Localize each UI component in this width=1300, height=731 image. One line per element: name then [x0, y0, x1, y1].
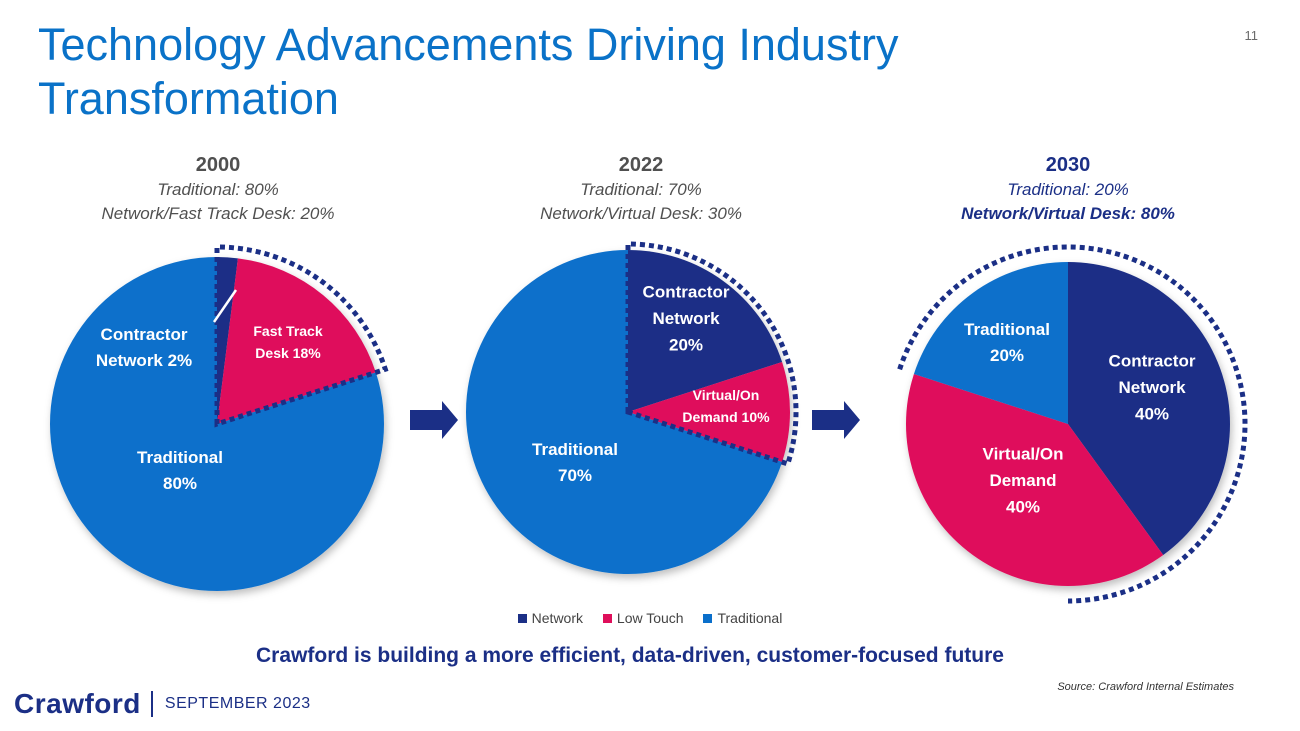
progression-arrow-icon — [410, 401, 458, 439]
column-header-2000: 2000 Traditional: 80% Network/Fast Track… — [38, 152, 398, 226]
slice-label-line: Contractor — [643, 283, 730, 302]
slice-label-contractor-network: Contractor Network 2% — [96, 325, 192, 370]
legend-label: Network — [531, 610, 584, 626]
slice-label-line: 20% — [669, 335, 703, 354]
network-share: Network/Virtual Desk: 30% — [540, 204, 742, 223]
slice-label-traditional: Traditional 70% — [532, 440, 618, 485]
slice-label-line: Network — [1118, 378, 1186, 397]
highlight-dotted-outline — [214, 244, 389, 428]
slice-label-line: Demand — [989, 471, 1056, 490]
source-note: Source: Crawford Internal Estimates — [1057, 681, 1234, 693]
slice-label-virtual-on-demand: Virtual/On Demand 10% — [682, 387, 770, 425]
tagline: Crawford is building a more efficient, d… — [256, 644, 1004, 667]
pie-chart-2030: Contractor Network 40% Virtual/On Demand 40% T… — [897, 244, 1248, 604]
slice-label-line: 70% — [558, 466, 592, 485]
slice-label-line: Traditional — [964, 320, 1050, 339]
slice-label-line: Contractor — [101, 325, 188, 344]
pie-slice-contractor-network — [628, 250, 783, 412]
slice-label-line: 40% — [1135, 404, 1169, 423]
pie-slice-traditional — [913, 262, 1068, 424]
slice-label-line: Network — [652, 309, 720, 328]
slice-label-line: Demand 10% — [682, 409, 770, 425]
pie-chart-2000: Contractor Network 2% Fast Track Desk 18% Tr… — [49, 244, 389, 591]
slice-label-contractor-network: Contractor Network 40% — [1109, 352, 1196, 424]
traditional-share: Traditional: 20% — [1007, 180, 1129, 199]
pie-slice-virtual-on-demand — [906, 373, 1164, 586]
legend-swatch — [517, 613, 527, 623]
slice-label-line: 80% — [163, 474, 197, 493]
legend-item-low-touch: Low Touch — [602, 610, 684, 626]
slice-label-line: 20% — [990, 346, 1024, 365]
traditional-share: Traditional: 70% — [580, 180, 702, 199]
leader-line — [212, 289, 238, 323]
pie-slice-contractor-network — [217, 257, 238, 424]
highlight-dotted-outline — [625, 241, 799, 468]
pie-slice-fast-track-desk — [217, 258, 376, 424]
slice-label-traditional: Traditional 20% — [964, 320, 1050, 365]
year-label: 2022 — [618, 154, 664, 176]
slice-label-line: Virtual/On — [983, 445, 1064, 464]
pie-slices — [466, 250, 791, 574]
traditional-share: Traditional: 80% — [157, 180, 279, 199]
legend-item-network: Network — [517, 610, 584, 626]
year-label: 2030 — [1045, 154, 1091, 176]
pie-chart-2022: Contractor Network 20% Virtual/On Demand 10%… — [466, 241, 799, 574]
network-share: Network/Virtual Desk: 80% — [961, 204, 1175, 223]
slice-label-line: 40% — [1006, 497, 1040, 516]
chart-legend: Network Low Touch Traditional — [0, 610, 1300, 626]
footer: Crawford SEPTEMBER 2023 — [14, 686, 311, 722]
slice-label-line: Traditional — [532, 440, 618, 459]
legend-label: Low Touch — [616, 610, 684, 626]
slice-label-virtual-on-demand: Virtual/On Demand 40% — [983, 445, 1064, 517]
slice-label-line: Fast Track — [253, 323, 322, 339]
column-header-2022: 2022 Traditional: 70% Network/Virtual De… — [461, 152, 821, 226]
slice-label-line: Traditional — [137, 448, 223, 467]
slice-label-line: Desk 18% — [255, 345, 321, 361]
slice-label-traditional: Traditional 80% — [137, 448, 223, 493]
pie-slices — [906, 262, 1230, 586]
legend-label: Traditional — [717, 610, 783, 626]
highlight-dotted-outline — [897, 244, 1248, 604]
legend-swatch — [602, 613, 612, 623]
page-title: Technology Advancements Driving Industry… — [38, 19, 899, 124]
slice-label-line: Contractor — [1109, 352, 1196, 371]
slice-label-line: Virtual/On — [693, 387, 760, 403]
crawford-logo: Crawford — [14, 688, 141, 719]
legend-swatch — [703, 613, 713, 623]
network-share: Network/Fast Track Desk: 20% — [101, 204, 335, 223]
slice-label-contractor-network: Contractor Network 20% — [643, 283, 730, 355]
footer-divider — [150, 691, 153, 717]
progression-arrow-icon — [812, 401, 860, 439]
footer-date: SEPTEMBER 2023 — [164, 695, 311, 712]
column-header-2030: 2030 Traditional: 20% Network/Virtual De… — [888, 152, 1248, 226]
pie-slice-contractor-network — [1068, 262, 1230, 556]
pie-slice-virtual-on-demand — [628, 361, 791, 463]
pie-slice-traditional — [466, 250, 783, 574]
slice-label-line: Network 2% — [96, 351, 192, 370]
legend-item-traditional: Traditional — [703, 610, 782, 626]
year-label: 2000 — [195, 154, 241, 176]
page-number: 11 — [1244, 28, 1259, 43]
slice-label-fast-track-desk: Fast Track Desk 18% — [253, 323, 322, 361]
